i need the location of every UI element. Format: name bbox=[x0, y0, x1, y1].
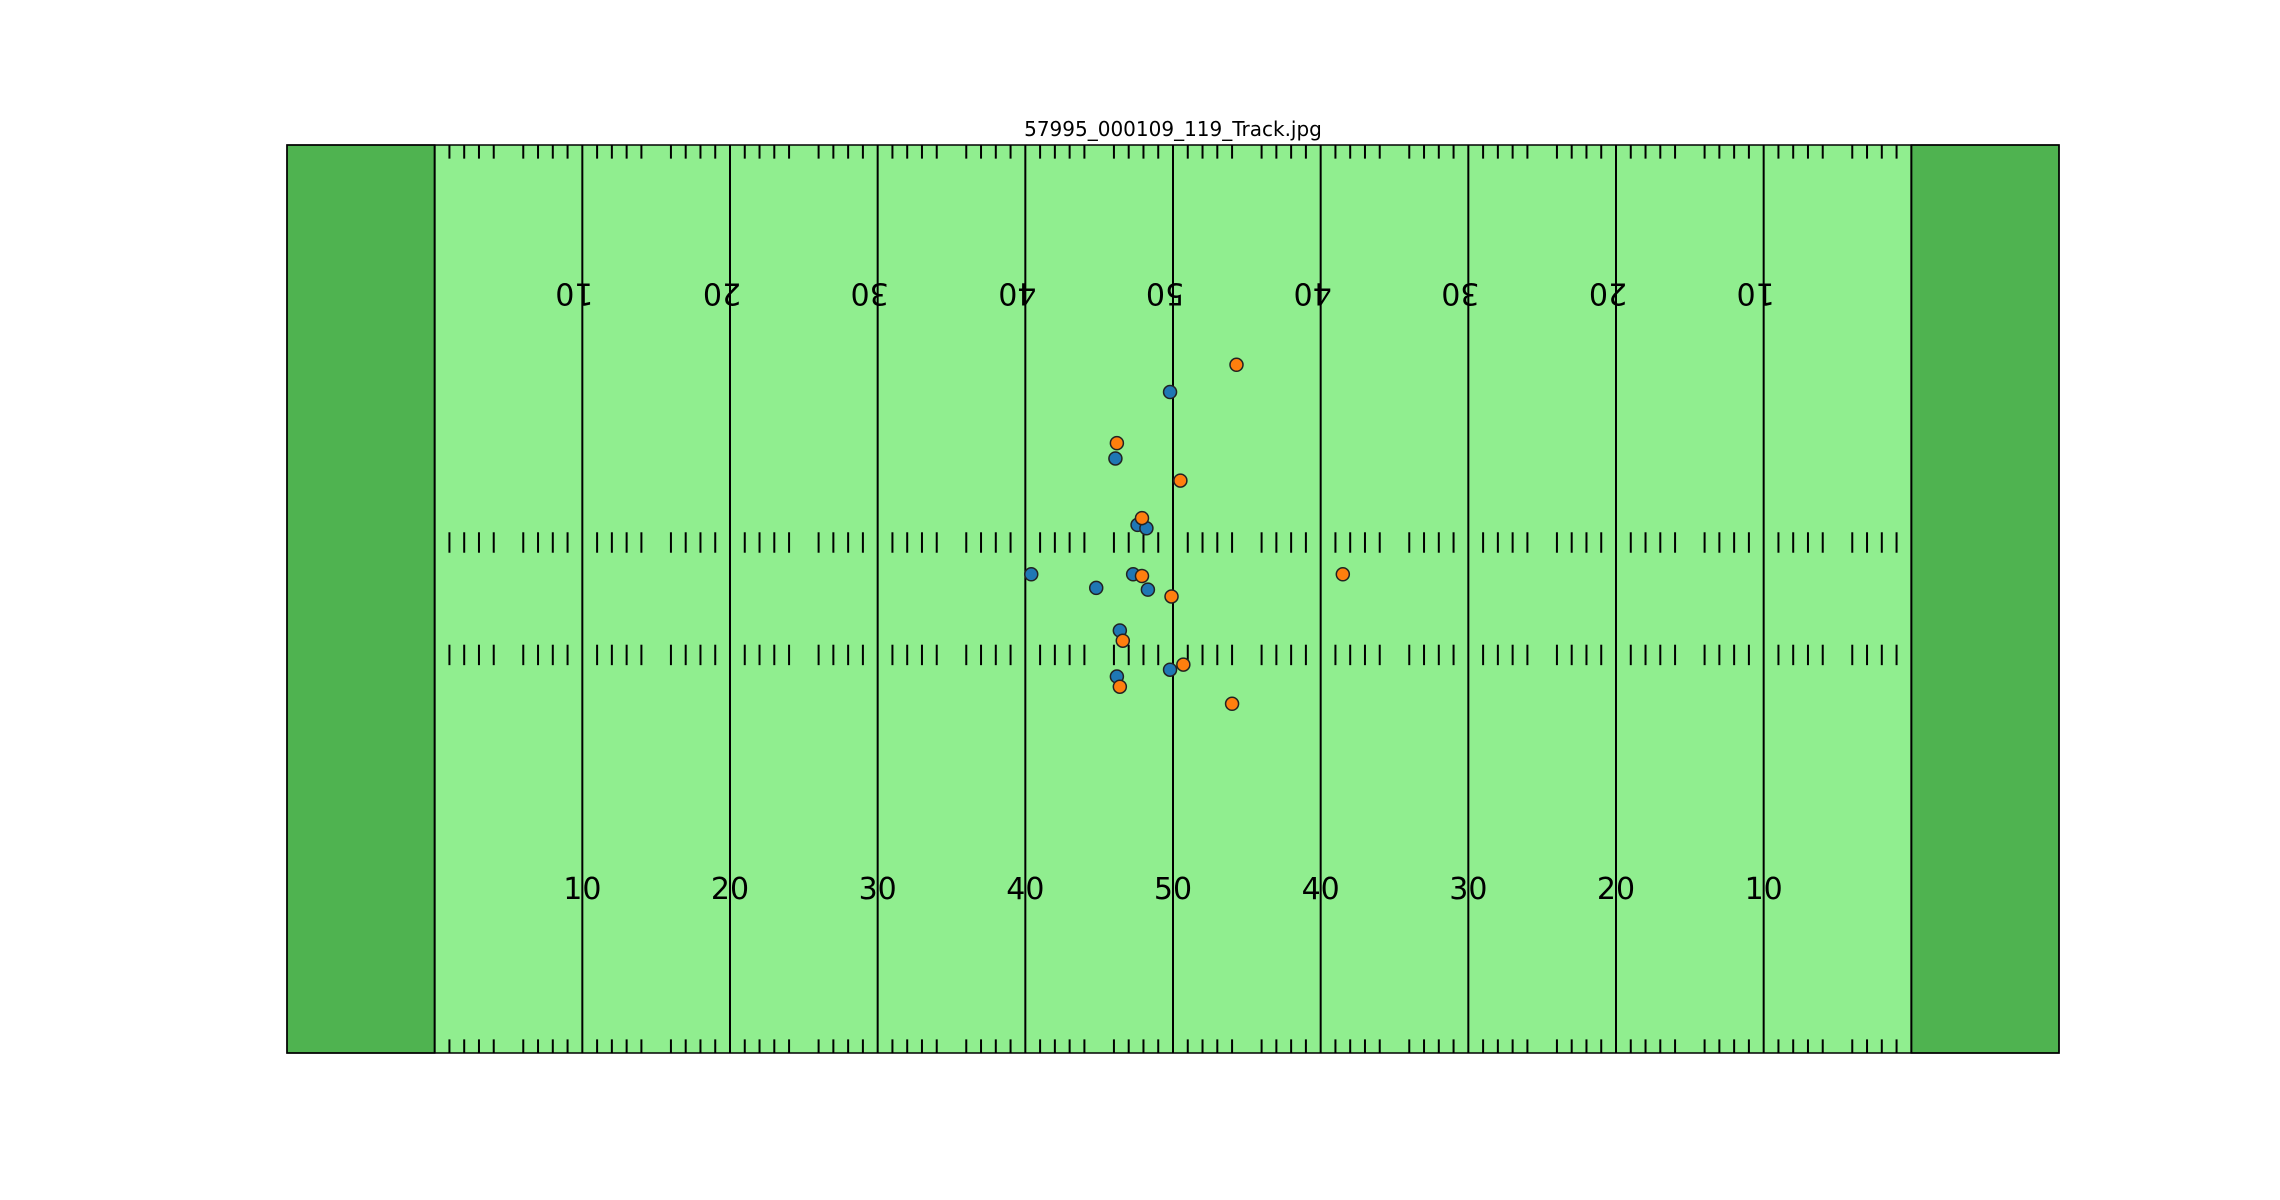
yard-number-bottom: 40 bbox=[1006, 872, 1044, 907]
yard-number-top: 40 bbox=[998, 276, 1036, 311]
player-point-team-2 bbox=[1176, 657, 1191, 672]
player-point-team-1 bbox=[1023, 567, 1039, 582]
player-point-team-2 bbox=[1164, 589, 1179, 604]
yard-number-bottom: 50 bbox=[1154, 872, 1192, 907]
player-point-team-1 bbox=[1140, 582, 1156, 597]
yard-number-bottom: 20 bbox=[1597, 872, 1635, 907]
player-point-team-2 bbox=[1115, 633, 1131, 648]
player-point-team-2 bbox=[1134, 510, 1150, 526]
player-point-team-1 bbox=[1162, 662, 1178, 677]
yard-number-top: 30 bbox=[851, 276, 889, 311]
yard-number-bottom: 10 bbox=[563, 872, 601, 907]
yard-number-top: 10 bbox=[1737, 276, 1775, 311]
player-point-team-2 bbox=[1229, 357, 1244, 373]
yard-number-bottom: 10 bbox=[1745, 872, 1783, 907]
player-point-team-2 bbox=[1134, 568, 1150, 584]
yard-number-top: 10 bbox=[555, 276, 593, 311]
player-point-team-2 bbox=[1224, 696, 1240, 712]
player-point-team-1 bbox=[1088, 580, 1104, 596]
player-point-team-2 bbox=[1109, 435, 1125, 451]
player-point-team-2 bbox=[1173, 473, 1188, 488]
endzone-right bbox=[1910, 144, 2060, 1054]
field-border bbox=[286, 144, 2060, 1054]
yard-number-bottom: 30 bbox=[1449, 872, 1487, 907]
player-point-team-2 bbox=[1335, 567, 1351, 582]
chart-title: 57995_000109_119_Track.jpg bbox=[1024, 117, 1322, 141]
yard-number-bottom: 20 bbox=[711, 872, 749, 907]
yard-number-top: 50 bbox=[1146, 276, 1184, 311]
yard-number-bottom: 30 bbox=[859, 872, 897, 907]
player-point-team-2 bbox=[1112, 679, 1128, 694]
endzone-left bbox=[286, 144, 436, 1054]
player-point-team-1 bbox=[1108, 451, 1123, 466]
yard-number-top: 40 bbox=[1294, 276, 1332, 311]
yard-number-bottom: 40 bbox=[1302, 872, 1340, 907]
player-point-team-1 bbox=[1162, 384, 1178, 400]
yard-number-top: 30 bbox=[1441, 276, 1479, 311]
yard-number-top: 20 bbox=[703, 276, 741, 311]
yard-number-top: 20 bbox=[1589, 276, 1627, 311]
